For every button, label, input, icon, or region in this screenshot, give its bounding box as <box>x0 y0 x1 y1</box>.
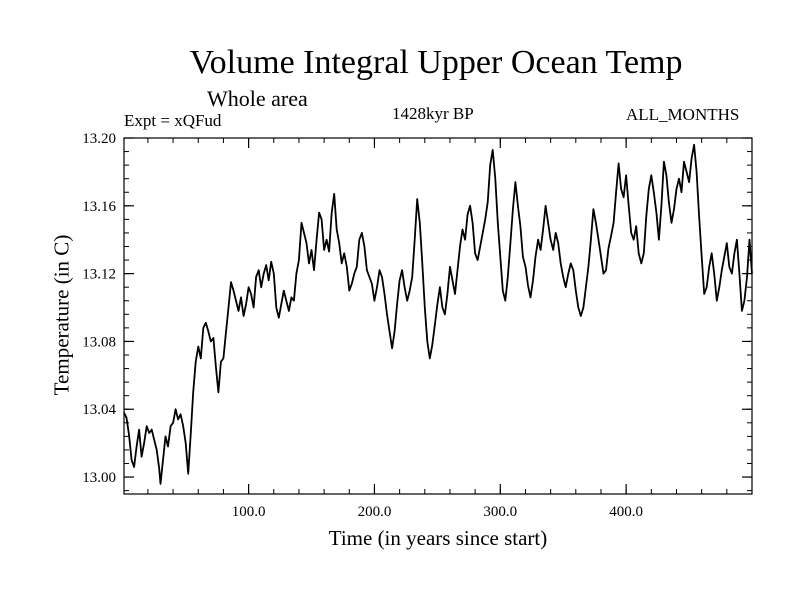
axis-ticks <box>124 137 752 494</box>
x-tick-label: 200.0 <box>358 504 392 520</box>
y-tick-label: 13.12 <box>82 267 116 283</box>
tick-labels: 100.0 200.0 300.0 400.0 13.00 13.04 13.08 13.12… <box>82 131 643 520</box>
period-label: 1428kyr BP <box>392 104 474 123</box>
temperature-series-line <box>123 143 753 485</box>
chart-subtitle: Whole area <box>207 86 308 111</box>
y-tick-label: 13.16 <box>82 199 116 215</box>
x-tick-label: 100.0 <box>232 504 266 520</box>
y-tick-label: 13.00 <box>82 470 116 486</box>
x-tick-label: 300.0 <box>483 504 517 520</box>
x-axis-label: Time (in years since start) <box>328 526 548 550</box>
months-label: ALL_MONTHS <box>626 105 740 124</box>
y-tick-label: 13.04 <box>82 402 116 418</box>
y-tick-label: 13.08 <box>82 334 116 350</box>
y-tick-label: 13.20 <box>82 131 116 147</box>
experiment-label: Expt = xQFud <box>124 111 222 130</box>
chart-title: Volume Integral Upper Ocean Temp <box>189 44 683 81</box>
plot-frame <box>123 137 753 495</box>
x-tick-label: 400.0 <box>609 504 643 520</box>
